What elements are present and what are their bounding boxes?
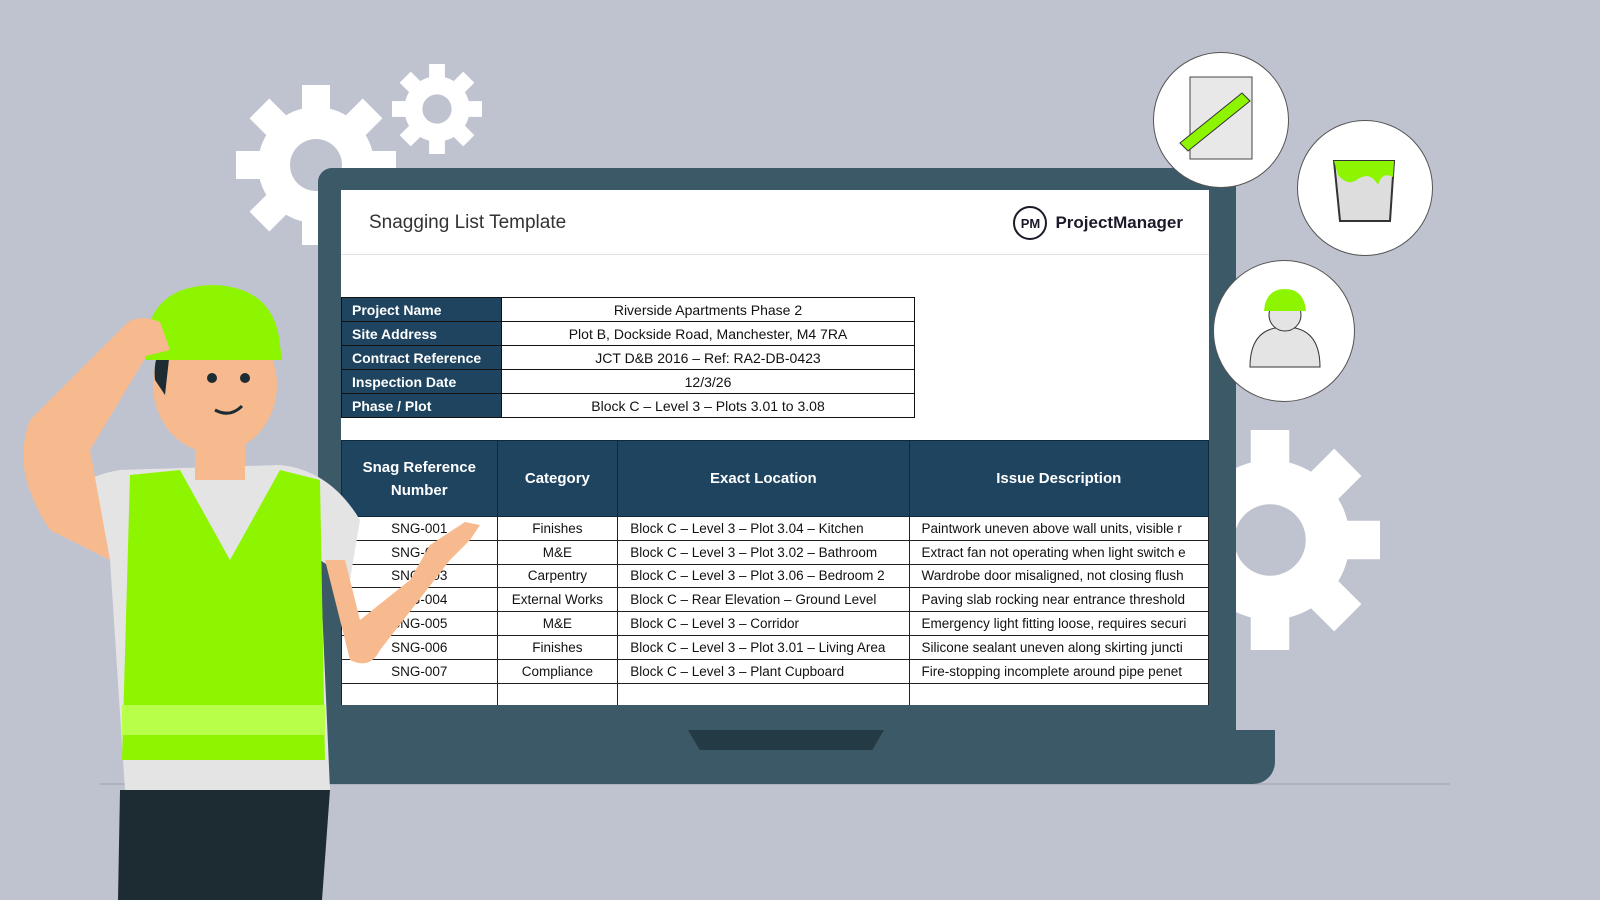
project-info-row: Contract Reference JCT D&B 2016 – Ref: RA… — [341, 345, 915, 370]
info-value[interactable]: Riverside Apartments Phase 2 — [501, 297, 915, 322]
table-cell[interactable]: Extract fan not operating when light swi… — [908, 539, 1209, 565]
worker-avatar-icon — [1213, 260, 1355, 402]
table-row — [341, 682, 1209, 705]
table-cell[interactable]: Silicone sealant uneven along skirting j… — [908, 634, 1209, 660]
info-value[interactable]: 12/3/26 — [501, 369, 915, 394]
document-header: Snagging List Template PM ProjectManager — [341, 190, 1209, 255]
info-label: Site Address — [341, 321, 502, 346]
table-cell[interactable]: Block C – Level 3 – Plot 3.01 – Living A… — [617, 634, 910, 660]
table-cell[interactable]: Fire-stopping incomplete around pipe pen… — [908, 658, 1209, 684]
info-value[interactable]: Plot B, Dockside Road, Manchester, M4 7R… — [501, 321, 915, 346]
table-cell[interactable]: Paving slab rocking near entrance thresh… — [908, 587, 1209, 613]
project-info-row: Phase / Plot Block C – Level 3 – Plots 3.… — [341, 393, 915, 418]
info-label: Inspection Date — [341, 369, 502, 394]
info-label: Phase / Plot — [341, 393, 502, 418]
table-cell[interactable]: Block C – Rear Elevation – Ground Level — [617, 587, 910, 613]
table-cell[interactable]: Block C – Level 3 – Plant Cupboard — [617, 658, 910, 684]
table-row: SNG-005 M&E Block C – Level 3 – Corridor Em… — [341, 611, 1209, 636]
table-row: SNG-002 M&E Block C – Level 3 – Plot 3.02 … — [341, 539, 1209, 565]
hard-hat — [145, 285, 282, 360]
table-cell[interactable]: Finishes — [496, 634, 619, 660]
table-row: SNG-001 Finishes Block C – Level 3 – Plot … — [341, 516, 1209, 541]
table-cell[interactable]: Block C – Level 3 – Plot 3.04 – Kitchen — [617, 516, 910, 541]
table-cell[interactable] — [908, 682, 1209, 705]
table-row: SNG-006 Finishes Block C – Level 3 – Plot … — [341, 634, 1209, 660]
column-header[interactable]: Snag Reference Number — [341, 440, 498, 517]
table-cell[interactable]: Finishes — [496, 516, 619, 541]
logo-text: ProjectManager — [1055, 213, 1183, 232]
logo-mark: PM — [1013, 206, 1048, 240]
table-cell[interactable]: Compliance — [496, 658, 619, 684]
project-info-table: Project Name Riverside Apartments Phase 2… — [341, 297, 915, 418]
table-cell[interactable]: Paintwork uneven above wall units, visib… — [908, 516, 1209, 541]
table-cell[interactable] — [617, 682, 910, 705]
document-title: Snagging List Template — [369, 212, 567, 233]
pencil-document-icon — [1153, 52, 1289, 188]
table-cell[interactable]: Block C – Level 3 – Plot 3.02 – Bathroom — [617, 539, 910, 565]
column-header[interactable]: Exact Location — [617, 440, 910, 517]
table-cell[interactable]: External Works — [496, 587, 619, 613]
floor-line — [100, 783, 1450, 785]
column-header[interactable]: Category — [496, 440, 619, 517]
paint-bucket-icon — [1297, 120, 1433, 256]
table-cell[interactable]: Carpentry — [496, 563, 619, 589]
table-cell[interactable]: Block C – Level 3 – Corridor — [617, 611, 910, 636]
gear-icon — [392, 64, 482, 154]
construction-worker-illustration — [23, 285, 480, 900]
column-header[interactable]: Issue Description — [908, 440, 1209, 517]
info-value[interactable]: JCT D&B 2016 – Ref: RA2-DB-0423 — [501, 345, 915, 370]
spreadsheet-screen: Snagging List Template PM ProjectManager… — [341, 190, 1209, 705]
info-value[interactable]: Block C – Level 3 – Plots 3.01 to 3.08 — [501, 393, 915, 418]
info-label: Contract Reference — [341, 345, 502, 370]
project-info-row: Site Address Plot B, Dockside Road, Manch… — [341, 321, 915, 346]
table-cell[interactable]: M&E — [496, 539, 619, 565]
table-row: SNG-007 Compliance Block C – Level 3 – Pla… — [341, 658, 1209, 684]
table-cell[interactable]: M&E — [496, 611, 619, 636]
project-info-row: Inspection Date 12/3/26 — [341, 369, 915, 394]
table-cell[interactable]: SNG-007 — [341, 658, 498, 684]
table-cell[interactable]: Emergency light fitting loose, requires … — [908, 611, 1209, 636]
reflective-stripe — [122, 705, 325, 735]
info-label: Project Name — [341, 297, 502, 322]
projectmanager-logo: PM ProjectManager — [1013, 206, 1183, 240]
snag-table: Snag Reference Number Category Exact Locat… — [341, 440, 1209, 705]
table-cell[interactable] — [496, 682, 619, 705]
table-cell[interactable]: Block C – Level 3 – Plot 3.06 – Bedroom … — [617, 563, 910, 589]
laptop-notch — [688, 730, 884, 750]
table-cell[interactable]: Wardrobe door misaligned, not closing fl… — [908, 563, 1209, 589]
project-info-row: Project Name Riverside Apartments Phase 2 — [341, 297, 915, 322]
